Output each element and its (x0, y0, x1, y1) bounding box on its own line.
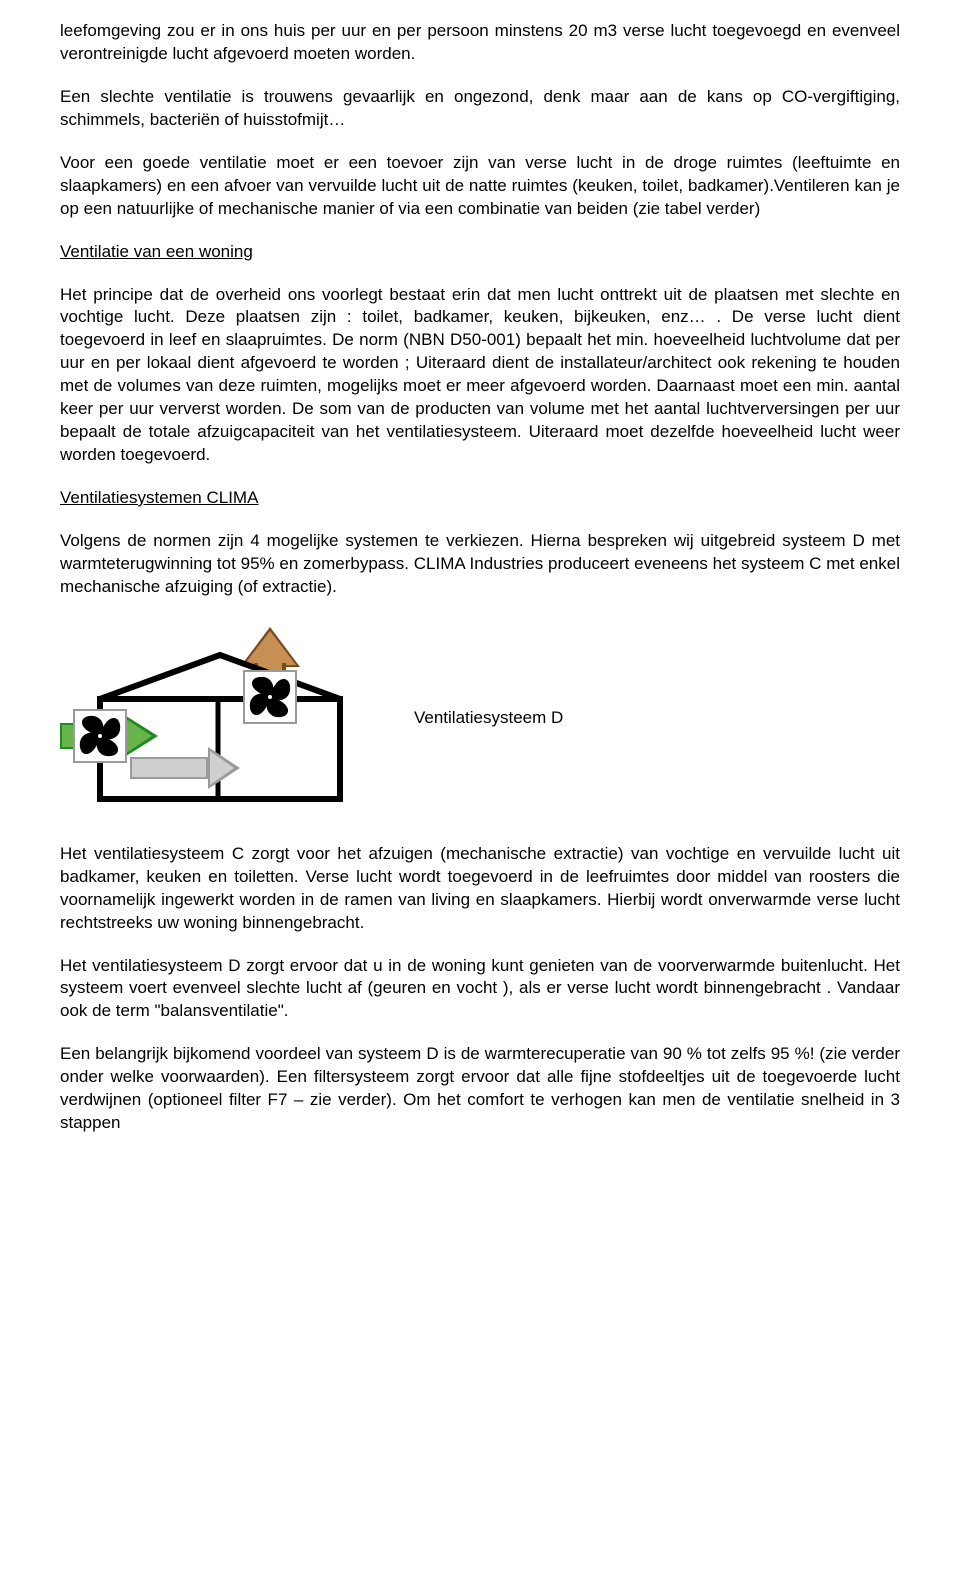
paragraph-systeem-d: Het ventilatiesysteem D zorgt ervoor dat… (60, 955, 900, 1024)
paragraph-principe: Het principe dat de overheid ons voorleg… (60, 284, 900, 468)
fan-right-icon (244, 671, 296, 723)
heading-ventilatie-woning: Ventilatie van een woning (60, 241, 900, 264)
ventilatiesysteem-d-diagram (60, 619, 360, 819)
heading-ventilatiesystemen-clima: Ventilatiesystemen CLIMA (60, 487, 900, 510)
paragraph-systemen: Volgens de normen zijn 4 mogelijke syste… (60, 530, 900, 599)
paragraph-intro-2: Een slechte ventilatie is trouwens gevaa… (60, 86, 900, 132)
house-diagram-svg (60, 619, 360, 819)
paragraph-systeem-c: Het ventilatiesysteem C zorgt voor het a… (60, 843, 900, 935)
diagram-row: Ventilatiesysteem D (60, 619, 900, 819)
paragraph-intro-3: Voor een goede ventilatie moet er een to… (60, 152, 900, 221)
paragraph-intro-1: leefomgeving zou er in ons huis per uur … (60, 20, 900, 66)
fan-left-icon (74, 710, 126, 762)
paragraph-voordeel: Een belangrijk bijkomend voordeel van sy… (60, 1043, 900, 1135)
diagram-caption: Ventilatiesysteem D (414, 707, 563, 730)
